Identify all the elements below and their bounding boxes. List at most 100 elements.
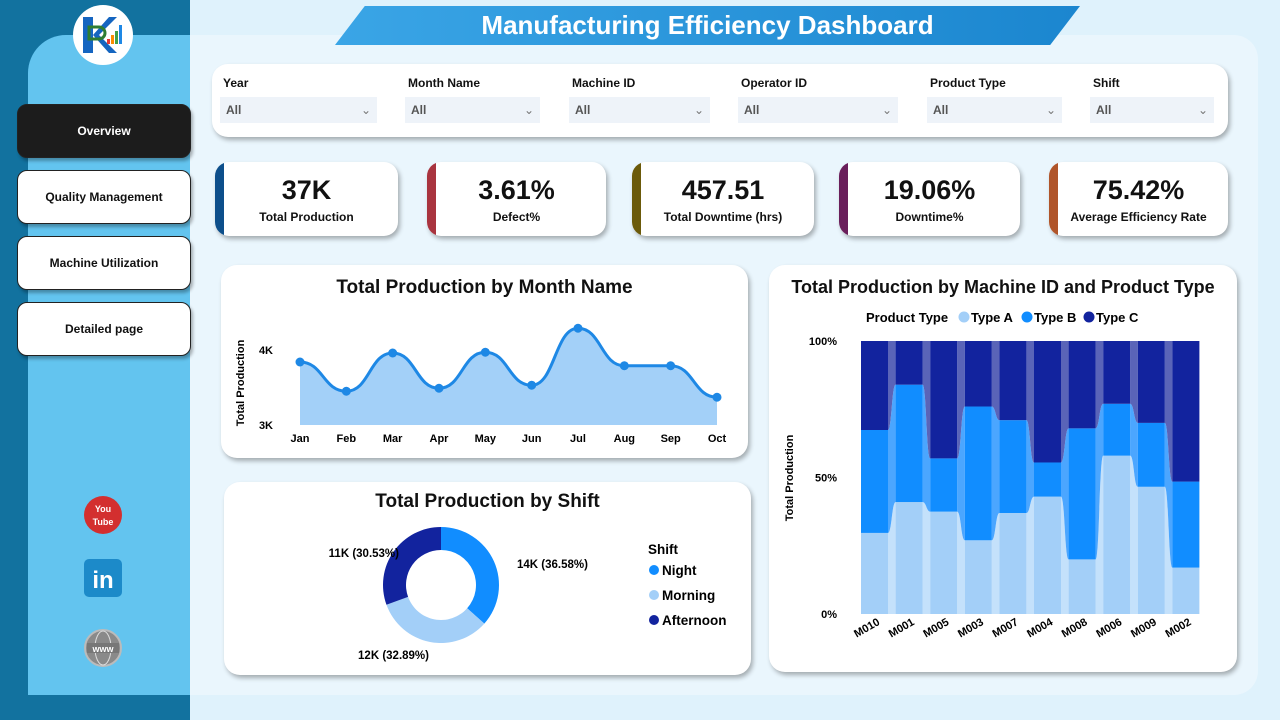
x-tick-label: M006: [1094, 616, 1124, 640]
data-point[interactable]: [712, 392, 722, 402]
bar-segment[interactable]: [930, 511, 958, 614]
ribbon-connector: [1026, 496, 1034, 614]
bar-segment[interactable]: [1034, 341, 1061, 463]
bar-segment[interactable]: [1172, 567, 1200, 614]
bar-segment[interactable]: [861, 429, 888, 533]
bar-segment[interactable]: [930, 341, 958, 459]
ribbon-connector: [922, 341, 931, 459]
bar-segment[interactable]: [1137, 341, 1165, 423]
bar-segment[interactable]: [1068, 428, 1096, 560]
x-tick-label: Apr: [430, 433, 450, 445]
bar-segment[interactable]: [895, 502, 923, 614]
donut-slice[interactable]: [383, 527, 441, 605]
nav-machine-utilization[interactable]: Machine Utilization: [17, 236, 191, 290]
kpi-card: 37K Total Production: [215, 162, 398, 236]
data-point[interactable]: [295, 357, 305, 367]
bar-segment[interactable]: [895, 341, 923, 385]
filter-dropdown[interactable]: All ⌄: [1090, 97, 1214, 123]
y-axis-title: Total Production: [784, 434, 796, 521]
donut-slice[interactable]: [441, 527, 499, 624]
legend-label: Night: [662, 563, 697, 578]
data-point[interactable]: [666, 361, 676, 371]
nav-overview[interactable]: Overview: [17, 104, 191, 158]
kpi-card: 19.06% Downtime%: [839, 162, 1020, 236]
data-point[interactable]: [480, 347, 490, 357]
filter-label: Machine ID: [572, 76, 636, 90]
legend-title: Shift: [648, 542, 678, 557]
bar-segment[interactable]: [1068, 559, 1096, 614]
ribbon-connector: [922, 502, 931, 614]
x-tick-label: M007: [991, 616, 1021, 640]
kpi-label: Total Production: [259, 210, 354, 224]
bar-segment[interactable]: [861, 341, 888, 430]
filter-label: Operator ID: [741, 76, 808, 90]
x-tick-label: Jul: [570, 433, 586, 445]
kpi-label: Average Efficiency Rate: [1070, 210, 1207, 224]
data-point[interactable]: [434, 383, 444, 393]
data-point[interactable]: [341, 386, 351, 396]
ribbon-connector: [888, 384, 896, 533]
x-tick-label: Feb: [337, 433, 357, 445]
bar-segment[interactable]: [999, 512, 1027, 614]
bar-segment[interactable]: [1137, 422, 1165, 487]
data-point[interactable]: [527, 380, 537, 390]
nav-detailed-page[interactable]: Detailed page: [17, 302, 191, 356]
production-by-machine-chart: M010 M001 M005 M003 M007 M004 M008 M006 M009 M002…: [784, 310, 1200, 640]
nav-quality-management[interactable]: Quality Management: [17, 170, 191, 224]
ribbon-connector: [888, 502, 896, 614]
legend-label: Type B: [1034, 310, 1076, 325]
bar-segment[interactable]: [999, 341, 1027, 421]
x-tick-label: M002: [1164, 616, 1194, 640]
kpi-accent: [839, 162, 848, 236]
kpi-card: 3.61% Defect%: [427, 162, 606, 236]
bar-segment[interactable]: [1068, 341, 1096, 429]
bar-segment[interactable]: [999, 420, 1027, 513]
bar-segment[interactable]: [1034, 496, 1061, 614]
filter-dropdown[interactable]: All ⌄: [927, 97, 1062, 123]
data-point[interactable]: [388, 348, 398, 358]
filter-dropdown[interactable]: All ⌄: [738, 97, 898, 123]
bar-segment[interactable]: [1103, 455, 1131, 614]
bar-segment[interactable]: [1103, 403, 1131, 456]
slice-label: 12K (32.89%): [358, 650, 429, 662]
y-tick-label: 0%: [821, 609, 837, 621]
bar-segment[interactable]: [895, 384, 923, 503]
legend-label: Type A: [971, 310, 1014, 325]
x-tick-label: M009: [1129, 616, 1159, 640]
ribbon-connector: [991, 406, 1000, 541]
bar-segment[interactable]: [964, 540, 992, 614]
ribbon-connector: [1061, 341, 1069, 463]
ribbon-connector: [957, 511, 965, 614]
bar-segment[interactable]: [1034, 462, 1061, 497]
kpi-accent: [215, 162, 224, 236]
x-tick-label: Jun: [522, 433, 542, 445]
donut-slice[interactable]: [386, 596, 485, 643]
bar-segment[interactable]: [930, 458, 958, 512]
filter-dropdown[interactable]: All ⌄: [569, 97, 710, 123]
legend-swatch-icon: [958, 311, 970, 323]
linkedin-text: in: [92, 567, 113, 594]
bar-segment[interactable]: [964, 341, 992, 407]
data-point[interactable]: [619, 361, 629, 371]
globe-icon[interactable]: www: [83, 628, 123, 668]
youtube-logo: You Tube: [84, 496, 122, 534]
bar-segment[interactable]: [1172, 481, 1200, 568]
bar-segment[interactable]: [1172, 341, 1200, 482]
linkedin-icon[interactable]: in: [83, 558, 123, 598]
x-tick-label: May: [475, 433, 497, 445]
data-point[interactable]: [573, 323, 583, 333]
youtube-icon[interactable]: You Tube: [83, 495, 123, 535]
bar-segment[interactable]: [861, 532, 888, 614]
bar-segment[interactable]: [964, 406, 992, 541]
filter-value: All: [226, 103, 242, 117]
chart-title: Total Production by Shift: [375, 491, 600, 512]
dashboard-title: Manufacturing Efficiency Dashboard: [335, 6, 1080, 45]
bar-segment[interactable]: [1103, 341, 1131, 404]
bar-segment[interactable]: [1137, 486, 1165, 614]
kpi-card: 457.51 Total Downtime (hrs): [632, 162, 814, 236]
ribbon-connector: [991, 341, 1000, 421]
x-tick-label: Oct: [708, 433, 727, 445]
ribbon-connector: [922, 384, 931, 512]
filter-dropdown[interactable]: All ⌄: [220, 97, 377, 123]
filter-dropdown[interactable]: All ⌄: [405, 97, 540, 123]
